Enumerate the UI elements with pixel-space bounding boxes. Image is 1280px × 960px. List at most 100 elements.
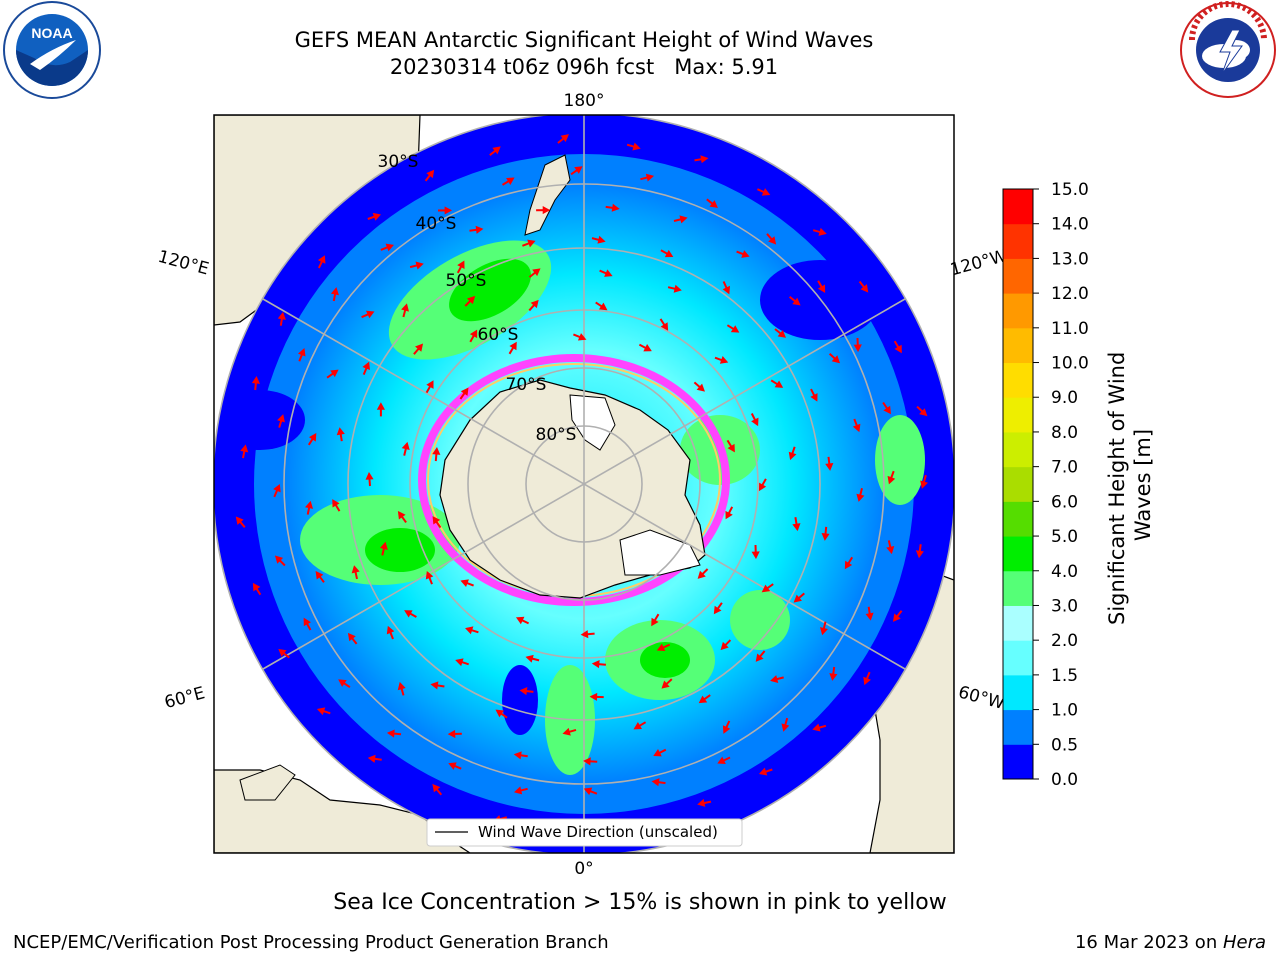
wave-arrow-head bbox=[722, 725, 731, 734]
wave-arrow-head bbox=[741, 250, 750, 258]
wave-arrow-head bbox=[597, 235, 606, 244]
wave-arrow-head bbox=[664, 249, 674, 258]
wave-arrow-head bbox=[792, 297, 801, 306]
colorbar-tick-label: 14.0 bbox=[1051, 215, 1089, 235]
wave-arrow-head bbox=[432, 783, 441, 793]
lon-label-180: 180° bbox=[564, 91, 605, 111]
wave-arrow-head bbox=[604, 269, 613, 277]
wave-arrow-head bbox=[727, 443, 735, 453]
wave-arrow-head bbox=[660, 322, 669, 331]
chart-title: GEFS MEAN Antarctic Significant Height o… bbox=[294, 28, 874, 52]
wave-arrow-head bbox=[758, 767, 768, 776]
wave-arrow-head bbox=[252, 582, 261, 592]
wave-arrow-head bbox=[781, 723, 790, 732]
wave-arrow-head bbox=[455, 658, 464, 667]
wave-arrow-head bbox=[768, 236, 777, 245]
wave-arrow-head bbox=[532, 268, 541, 277]
wave-arrow-head bbox=[332, 499, 340, 508]
wave-arrow-head bbox=[698, 695, 708, 704]
wave-arrow-head bbox=[819, 627, 828, 636]
wave-arrow-head bbox=[404, 610, 413, 618]
wave-arrow-head bbox=[466, 295, 476, 305]
ice-caption: Sea Ice Concentration > 15% is shown in … bbox=[333, 890, 947, 915]
colorbar-label-line2: Waves [m] bbox=[1131, 429, 1155, 541]
colorbar-label-line1: Significant Height of Wind bbox=[1105, 352, 1129, 625]
wave-arrow-head bbox=[713, 605, 722, 615]
wave-arrow-head bbox=[525, 654, 534, 663]
lat-label-40s: 40°S bbox=[416, 214, 457, 234]
wave-arrow-head bbox=[700, 155, 709, 164]
lon-label-0: 0° bbox=[574, 859, 593, 879]
wave-arrow-head bbox=[844, 560, 853, 570]
wave-arrow-head bbox=[761, 584, 771, 593]
colorbar-swatch bbox=[1003, 570, 1033, 606]
wave-arrow-head bbox=[751, 551, 760, 560]
wave-arrow-head bbox=[460, 387, 469, 396]
wave-arrow-head bbox=[574, 166, 583, 174]
wave-arrow-head bbox=[697, 570, 706, 579]
wave-arrow-head bbox=[475, 225, 484, 234]
wave-arrow-head bbox=[598, 302, 608, 311]
wave-arrow-head bbox=[376, 402, 385, 410]
wave-arrow-head bbox=[788, 451, 797, 461]
wave-arrow-head bbox=[632, 142, 641, 151]
wave-arrow-head bbox=[863, 676, 871, 686]
wave-arrow-head bbox=[274, 555, 284, 564]
madagascar-land bbox=[239, 764, 296, 801]
wave-arrow-head bbox=[432, 516, 441, 525]
wave-arrow-head bbox=[852, 423, 861, 433]
map-legend: Wind Wave Direction (unscaled) bbox=[426, 818, 743, 847]
colorbar-swatch bbox=[1003, 744, 1033, 780]
wave-arrow-head bbox=[367, 754, 376, 763]
wave-arrow-head bbox=[303, 617, 311, 627]
colorbar-tick-label: 12.0 bbox=[1051, 284, 1089, 304]
colorbar-swatch bbox=[1003, 293, 1033, 329]
wave-arrow-head bbox=[515, 616, 525, 625]
wave-arrow-head bbox=[347, 632, 356, 642]
nws-logo bbox=[1180, 1, 1276, 98]
colorbar-swatch bbox=[1003, 431, 1033, 468]
colorbar-tick-label: 11.0 bbox=[1051, 319, 1089, 339]
wave-arrow-head bbox=[277, 414, 285, 423]
chart-subtitle: 20230314 t06z 096h fcst Max: 5.91 bbox=[389, 55, 779, 79]
wave-arrow-head bbox=[430, 681, 439, 690]
wave-arrow-head bbox=[722, 285, 731, 295]
wave-arrow-head bbox=[386, 625, 395, 635]
wave-arrow-head bbox=[251, 376, 261, 384]
colorbar-tick-label: 3.0 bbox=[1051, 596, 1078, 616]
wave-arrow-head bbox=[513, 751, 522, 760]
colorbar-label: Significant Height of Wind Waves [m] bbox=[1105, 345, 1155, 625]
lat-label-50s: 50°S bbox=[446, 271, 487, 291]
wave-arrow-head bbox=[426, 380, 434, 389]
colorbar-swatch bbox=[1003, 189, 1033, 225]
noaa-logo: NOAA bbox=[3, 1, 101, 99]
legend-label: Wind Wave Direction (unscaled) bbox=[478, 823, 718, 841]
wave-arrow-head bbox=[365, 310, 375, 319]
wave-arrow-head bbox=[509, 341, 517, 351]
footer-credit: NCEP/EMC/Verification Post Processing Pr… bbox=[13, 932, 609, 953]
colorbar-swatch bbox=[1003, 258, 1033, 294]
wind-wave-arrows bbox=[235, 134, 929, 831]
wave-arrow-head bbox=[717, 756, 726, 765]
wave-arrow-head bbox=[774, 380, 784, 388]
wave-arrow-head bbox=[432, 447, 441, 455]
colorbar-tick-label: 13.0 bbox=[1051, 249, 1089, 269]
wave-arrow-head bbox=[415, 261, 424, 270]
wave-arrow-head bbox=[465, 626, 474, 635]
wave-arrow-head bbox=[651, 617, 659, 627]
colorbar-tick-label: 8.0 bbox=[1051, 423, 1078, 443]
wave-arrow-head bbox=[915, 550, 924, 559]
wave-arrow-head bbox=[577, 333, 587, 341]
colorbar-tick-label: 0.0 bbox=[1051, 770, 1078, 790]
new-zealand-land bbox=[524, 154, 571, 236]
wave-arrow-head bbox=[818, 227, 827, 236]
lon-label-60w: 60°W bbox=[956, 682, 1007, 714]
wave-arrow-head bbox=[725, 510, 733, 520]
wave-arrow-head bbox=[530, 299, 539, 309]
lon-label-120e: 120°E bbox=[156, 247, 211, 280]
wave-arrow-head bbox=[719, 356, 729, 364]
wave-arrow-head bbox=[831, 355, 841, 364]
wave-arrow-head bbox=[894, 344, 902, 354]
colorbar-swatch bbox=[1003, 397, 1033, 433]
